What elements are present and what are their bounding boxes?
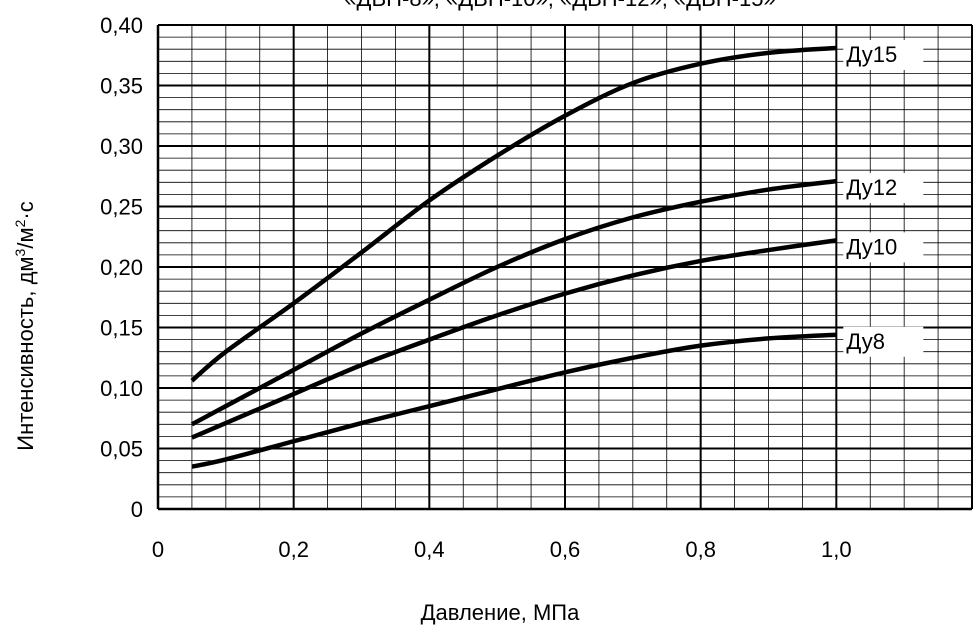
y-tick-label: 0,25 bbox=[100, 195, 143, 220]
x-axis-title: Давление, МПа bbox=[421, 600, 580, 625]
series-label-background bbox=[843, 39, 924, 70]
y-axis-title-sup2: 2 bbox=[12, 219, 28, 227]
series-label: Ду10 bbox=[846, 234, 897, 259]
series-label: Ду8 bbox=[846, 329, 885, 354]
series-label-background bbox=[843, 326, 924, 357]
series-label-background bbox=[843, 173, 924, 204]
series-label: Ду15 bbox=[846, 42, 897, 67]
y-tick-label: 0,10 bbox=[100, 376, 143, 401]
y-tick-label: 0,15 bbox=[100, 316, 143, 341]
series-line bbox=[191, 332, 837, 469]
series-line bbox=[190, 45, 837, 383]
y-axis-title-prefix: Интенсивность, дм bbox=[13, 256, 38, 450]
series-line bbox=[190, 178, 837, 427]
x-tick-label: 0,8 bbox=[685, 537, 716, 562]
series-lines bbox=[190, 45, 837, 469]
y-tick-label: 0,20 bbox=[100, 255, 143, 280]
y-axis-title-sup1: 3 bbox=[12, 248, 28, 256]
y-axis-title-mid: /м bbox=[13, 227, 38, 248]
y-tick-labels: 0 0,05 0,10 0,15 0,20 0,25 0,30 0,35 0,40 bbox=[100, 13, 143, 522]
x-tick-label: 0 bbox=[152, 537, 164, 562]
series-label-background bbox=[843, 232, 924, 263]
x-tick-label: 1,0 bbox=[821, 537, 852, 562]
series-label: Ду12 bbox=[846, 175, 897, 200]
x-tick-label: 0,4 bbox=[414, 537, 445, 562]
y-tick-label: 0,30 bbox=[100, 134, 143, 159]
series-line bbox=[191, 238, 837, 440]
axes bbox=[156, 25, 972, 511]
series-labels: Ду15 Ду12 Ду10 Ду8 bbox=[843, 39, 924, 357]
x-tick-label: 0,6 bbox=[550, 537, 581, 562]
y-tick-label: 0 bbox=[131, 497, 143, 522]
chart-title: «ДВН-8», «ДВН-10», «ДВН-12», «ДВН-15» bbox=[344, 0, 775, 11]
y-axis-title-suffix: ·с bbox=[13, 201, 38, 219]
x-tick-labels: 0 0,2 0,4 0,6 0,8 1,0 bbox=[152, 537, 852, 562]
x-tick-label: 0,2 bbox=[278, 537, 309, 562]
y-tick-label: 0,40 bbox=[100, 13, 143, 38]
y-tick-label: 0,35 bbox=[100, 74, 143, 99]
y-tick-label: 0,05 bbox=[100, 437, 143, 462]
y-axis-title: Интенсивность, дм3/м2·с bbox=[12, 201, 38, 450]
